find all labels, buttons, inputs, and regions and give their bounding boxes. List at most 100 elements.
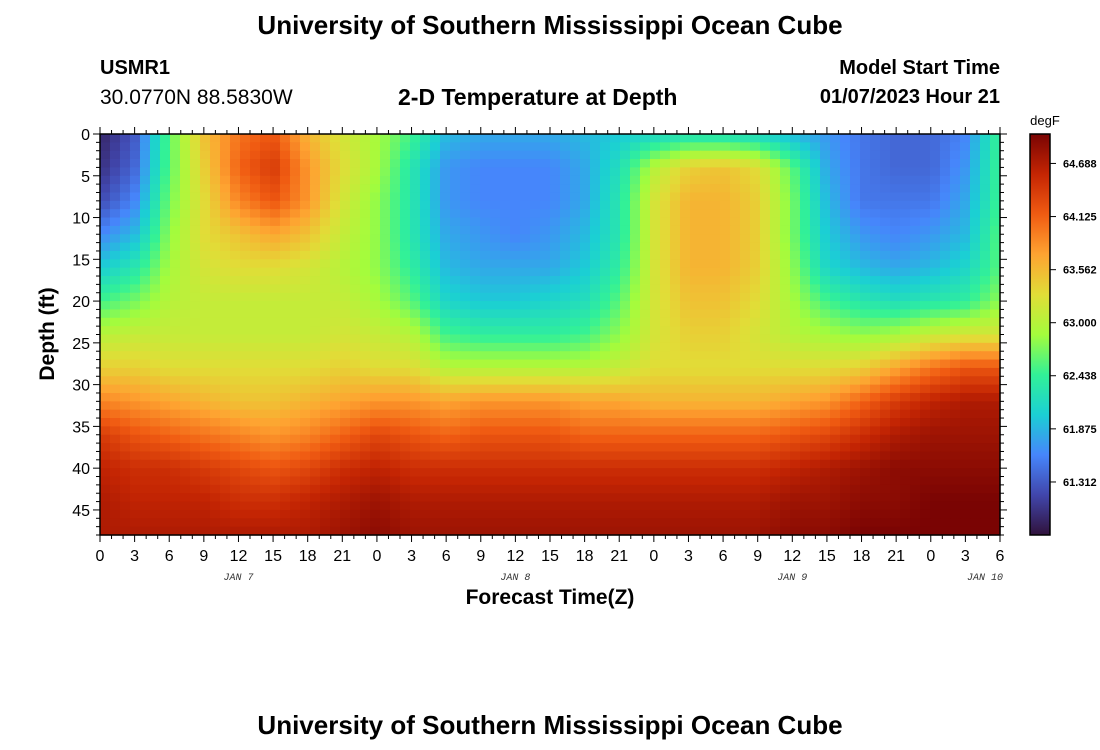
- heatmap-cell: [380, 401, 391, 411]
- heatmap-cell: [280, 276, 291, 285]
- heatmap-cell: [370, 292, 381, 302]
- heatmap-cell: [670, 434, 681, 444]
- heatmap-cell: [610, 142, 621, 152]
- heatmap-cell: [360, 409, 371, 419]
- heatmap-cell: [180, 317, 191, 327]
- heatmap-cell: [540, 509, 551, 519]
- heatmap-cell: [490, 234, 501, 244]
- heatmap-cell: [750, 192, 761, 202]
- heatmap-cell: [290, 501, 301, 511]
- heatmap-cell: [470, 501, 481, 511]
- heatmap-cell: [390, 409, 401, 419]
- heatmap-cell: [130, 317, 141, 327]
- heatmap-cell: [690, 284, 701, 294]
- heatmap-cell: [910, 175, 921, 185]
- heatmap-cell: [110, 309, 121, 319]
- heatmap-cell: [350, 217, 361, 227]
- heatmap-cell: [870, 484, 881, 494]
- heatmap-cell: [500, 309, 511, 319]
- heatmap-cell: [810, 242, 821, 252]
- heatmap-cell: [100, 418, 111, 427]
- heatmap-cell: [220, 351, 231, 361]
- heatmap-cell: [860, 234, 871, 244]
- heatmap-cell: [920, 192, 931, 202]
- heatmap-cell: [800, 167, 811, 177]
- heatmap-cell: [320, 459, 331, 469]
- heatmap-cell: [600, 334, 611, 344]
- heatmap-cell: [790, 518, 801, 528]
- heatmap-cell: [520, 468, 531, 478]
- heatmap-cell: [480, 217, 491, 227]
- heatmap-cell: [960, 225, 971, 235]
- heatmap-cell: [950, 150, 961, 160]
- heatmap-cell: [510, 384, 521, 394]
- heatmap-cell: [620, 493, 631, 503]
- heatmap-cell: [440, 401, 451, 411]
- heatmap-cell: [420, 250, 431, 260]
- heatmap-cell: [560, 434, 571, 444]
- heatmap-cell: [830, 292, 841, 302]
- heatmap-cell: [710, 209, 721, 219]
- heatmap-cell: [100, 451, 111, 461]
- heatmap-cell: [670, 142, 681, 152]
- heatmap-cell: [710, 484, 721, 494]
- heatmap-cell: [380, 267, 391, 277]
- heatmap-cell: [360, 326, 371, 336]
- heatmap-cell: [320, 493, 331, 503]
- heatmap-cell: [100, 267, 111, 277]
- heatmap-cell: [800, 142, 811, 152]
- heatmap-cell: [570, 175, 581, 185]
- heatmap-cell: [980, 250, 991, 260]
- heatmap-cell: [980, 167, 991, 177]
- heatmap-cell: [580, 401, 591, 411]
- heatmap-cell: [740, 259, 751, 269]
- heatmap-cell: [330, 451, 341, 461]
- heatmap-cell: [820, 359, 831, 369]
- heatmap-cell: [110, 259, 121, 269]
- heatmap-cell: [350, 284, 361, 294]
- heatmap-cell: [540, 134, 551, 143]
- heatmap-cell: [840, 443, 851, 453]
- heatmap-cell: [630, 175, 641, 185]
- heatmap-cell: [580, 267, 591, 277]
- heatmap-cell: [340, 276, 351, 285]
- heatmap-cell: [680, 409, 691, 419]
- heatmap-cell: [390, 217, 401, 227]
- heatmap-cell: [980, 184, 991, 194]
- heatmap-cell: [560, 334, 571, 344]
- x-tick-label: 6: [165, 548, 174, 565]
- heatmap-cell: [320, 392, 331, 402]
- heatmap-cell: [400, 518, 411, 528]
- heatmap-cell: [100, 284, 111, 294]
- heatmap-cell: [710, 367, 721, 377]
- heatmap-cell: [680, 493, 691, 503]
- heatmap-cell: [960, 493, 971, 503]
- heatmap-cell: [430, 493, 441, 503]
- heatmap-cell: [750, 392, 761, 402]
- heatmap-cell: [330, 225, 341, 235]
- heatmap-cell: [960, 434, 971, 444]
- heatmap-cell: [110, 443, 121, 453]
- heatmap-cell: [250, 225, 261, 235]
- heatmap-cell: [820, 526, 831, 536]
- heatmap-cell: [260, 443, 271, 453]
- heatmap-cell: [280, 501, 291, 511]
- heatmap-cell: [410, 276, 421, 285]
- heatmap-cell: [130, 284, 141, 294]
- heatmap-cell: [170, 301, 181, 311]
- heatmap-cell: [780, 376, 791, 386]
- heatmap-cell: [590, 175, 601, 185]
- heatmap-cell: [380, 326, 391, 336]
- heatmap-cell: [540, 384, 551, 394]
- heatmap-cell: [510, 526, 521, 536]
- heatmap-cell: [340, 443, 351, 453]
- heatmap-cell: [620, 476, 631, 486]
- heatmap-cell: [480, 259, 491, 269]
- heatmap-cell: [830, 526, 841, 536]
- heatmap-cell: [760, 392, 771, 402]
- heatmap-cell: [800, 292, 811, 302]
- heatmap-cell: [230, 367, 241, 377]
- heatmap-cell: [450, 518, 461, 528]
- heatmap-cell: [320, 184, 331, 194]
- heatmap-cell: [570, 217, 581, 227]
